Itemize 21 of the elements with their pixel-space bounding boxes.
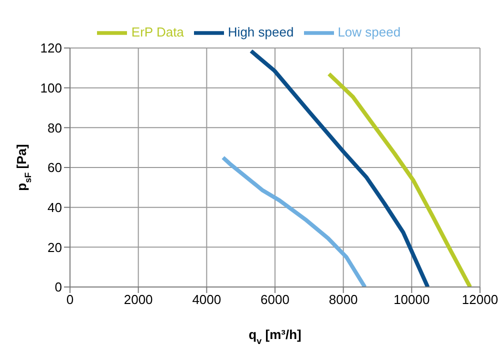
y-tick-label: 120 bbox=[40, 40, 62, 56]
line-series bbox=[249, 48, 430, 287]
x-tick-label: 2000 bbox=[124, 292, 153, 308]
y-tick-label: 60 bbox=[48, 160, 62, 176]
x-tick-label: 6000 bbox=[260, 292, 290, 308]
y-tick-label: 0 bbox=[54, 280, 62, 295]
legend-label: High speed bbox=[228, 24, 294, 40]
y-tick-label: 40 bbox=[48, 200, 62, 215]
x-tick-label: 4000 bbox=[192, 292, 222, 308]
line-series bbox=[221, 156, 367, 287]
y-tick-label: 100 bbox=[40, 80, 62, 96]
legend-label: Low speed bbox=[338, 24, 401, 40]
x-axis-title: q$_{v}$ [m³/h] bbox=[248, 327, 302, 346]
x-tick-label: 12000 bbox=[462, 292, 498, 308]
line-series bbox=[326, 72, 472, 287]
x-tick-label: 0 bbox=[66, 292, 74, 308]
x-tick-label: 8000 bbox=[328, 292, 358, 308]
y-tick-label: 80 bbox=[48, 120, 62, 136]
x-tick-label: 10000 bbox=[394, 292, 430, 308]
y-tick-label: 20 bbox=[48, 240, 62, 255]
legend-label: ErP Data bbox=[131, 24, 184, 40]
